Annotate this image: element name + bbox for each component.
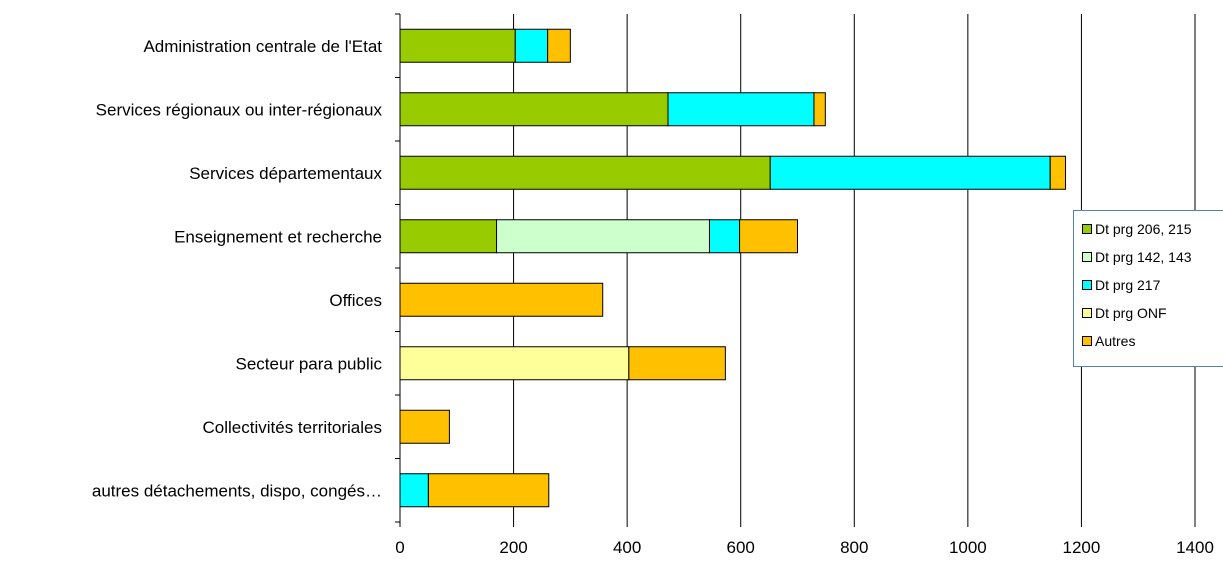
legend: Dt prg 206, 215 Dt prg 142, 143 Dt prg 217…	[1073, 210, 1223, 367]
x-tick-label: 1400	[1176, 538, 1214, 557]
legend-item: Dt prg 142, 143	[1082, 247, 1192, 267]
bar-segment	[427, 473, 550, 508]
x-tick-label: 600	[727, 538, 755, 557]
bar-segment	[399, 346, 630, 381]
category-label: Collectivités territoriales	[203, 418, 383, 437]
legend-swatch	[1082, 308, 1092, 318]
legend-item: Autres	[1082, 331, 1135, 351]
bar-segment	[708, 219, 741, 254]
category-label: Services régionaux ou inter-régionaux	[96, 100, 383, 119]
legend-item: Dt prg 206, 215	[1082, 219, 1192, 239]
category-labels: Administration centrale de l'Etat Service…	[92, 37, 383, 501]
legend-label: Dt prg 142, 143	[1095, 249, 1192, 265]
bar-segment	[769, 155, 1051, 190]
x-tick-label: 200	[499, 538, 527, 557]
bar-segment	[399, 92, 669, 127]
legend-label: Dt prg 206, 215	[1095, 221, 1192, 237]
bar-segment	[399, 28, 516, 63]
category-label: Offices	[329, 291, 382, 310]
bar-segment	[1049, 155, 1067, 190]
bar-segment	[496, 219, 710, 254]
bar-segment	[514, 28, 549, 63]
bar-segment	[399, 282, 604, 317]
bar-segment	[547, 28, 571, 63]
legend-swatch	[1082, 252, 1092, 262]
x-tick-label: 400	[613, 538, 641, 557]
category-label: Enseignement et recherche	[174, 227, 382, 246]
legend-swatch	[1082, 224, 1092, 234]
legend-label: Autres	[1095, 333, 1136, 349]
x-tick-label: 1000	[949, 538, 987, 557]
category-label: Services départementaux	[189, 164, 382, 183]
bar-segment	[399, 155, 771, 190]
legend-swatch	[1082, 336, 1092, 346]
bars	[399, 28, 1067, 508]
legend-item: Dt prg 217	[1082, 275, 1160, 295]
legend-item: Dt prg ONF	[1082, 303, 1167, 323]
bar-segment	[739, 219, 798, 254]
legend-swatch	[1082, 280, 1092, 290]
tick-labels: 0 200 400 600 800 1000 1200 1400	[395, 538, 1214, 557]
legend-label: Dt prg ONF	[1095, 305, 1167, 321]
x-tick-label: 1200	[1063, 538, 1101, 557]
category-label: Secteur para public	[236, 354, 383, 373]
bar-segment	[667, 92, 815, 127]
bar-segment	[628, 346, 726, 381]
bar-segment	[813, 92, 826, 127]
legend-label: Dt prg 217	[1095, 277, 1161, 293]
x-tick-label: 0	[395, 538, 404, 557]
bar-segment	[399, 409, 450, 444]
bar-segment	[399, 473, 429, 508]
category-label: autres détachements, dispo, congés…	[92, 481, 382, 500]
bar-segment	[399, 219, 498, 254]
axes	[395, 13, 1196, 527]
category-label: Administration centrale de l'Etat	[143, 37, 382, 56]
x-tick-label: 800	[840, 538, 868, 557]
